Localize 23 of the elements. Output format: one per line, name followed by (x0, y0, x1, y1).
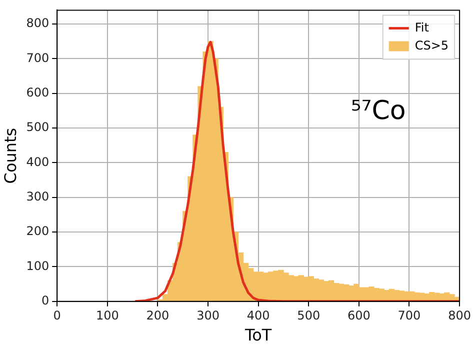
y-tick-label: 700 (26, 50, 50, 65)
x-tick-label: 700 (398, 308, 421, 323)
x-tick-label: 800 (448, 308, 471, 323)
y-tick-label: 0 (41, 294, 50, 308)
x-tick-label: 300 (196, 308, 220, 323)
x-tick-label: 100 (96, 308, 119, 323)
y-tick-label: 200 (26, 224, 50, 238)
x-tick-label: 600 (347, 308, 370, 323)
x-axis-title: ToT (244, 326, 272, 345)
y-axis-title: Counts (0, 128, 20, 184)
y-tick-label: 800 (26, 16, 50, 30)
legend-label: Fit (414, 20, 430, 34)
x-tick-label: 200 (146, 308, 170, 323)
y-tick-label: 100 (26, 258, 50, 273)
legend-label: CS>5 (414, 38, 449, 52)
x-tick-label: 400 (246, 308, 270, 323)
annotation: ⁵⁷Co (350, 96, 406, 126)
y-tick-label: 500 (26, 120, 50, 134)
y-tick-label: 400 (26, 154, 50, 169)
x-tick-label: 0 (53, 308, 61, 323)
x-tick-label: 500 (297, 308, 320, 323)
y-tick-label: 300 (26, 190, 50, 204)
y-tick-label: 600 (26, 86, 50, 100)
